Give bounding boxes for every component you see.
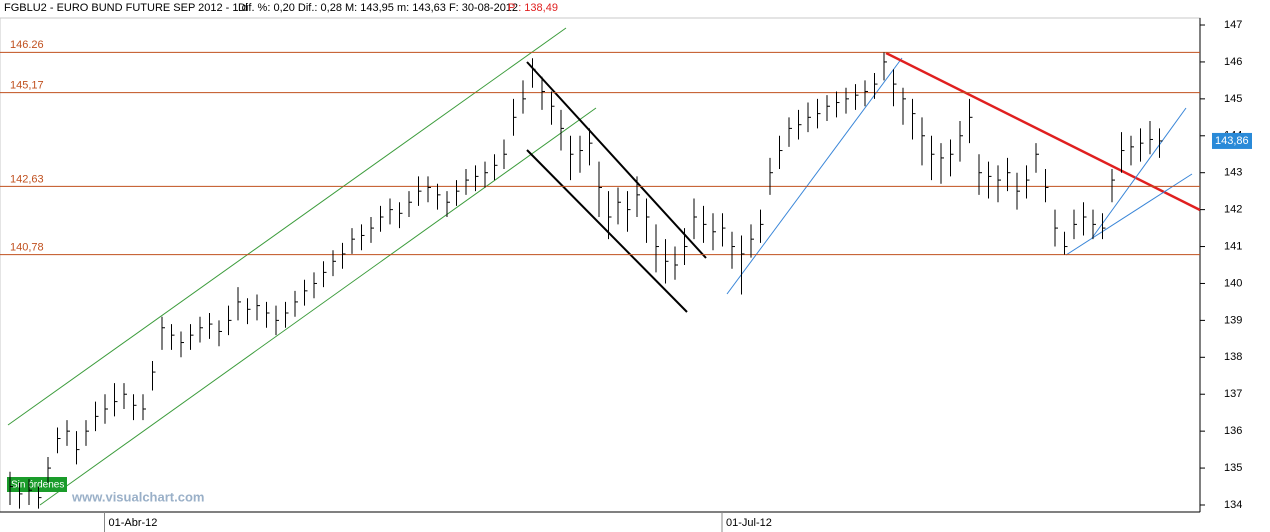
channel-line <box>526 149 688 313</box>
trend-line <box>1065 173 1193 256</box>
y-tick-label: 138 <box>1224 351 1242 363</box>
trend-line <box>885 51 1201 212</box>
plot-area <box>0 17 1201 513</box>
header-price: P : 138,49 <box>508 2 558 14</box>
last-price-box <box>1212 132 1252 149</box>
y-tick-label: 137 <box>1224 388 1242 400</box>
header-symbol: FGBLU2 - EURO BUND FUTURE SEP 2012 - 1 d <box>4 2 248 14</box>
y-tick-label: 139 <box>1224 314 1242 326</box>
level-label: 145,17 <box>10 79 44 91</box>
trend-lines <box>7 27 1201 506</box>
y-tick-label: 134 <box>1224 499 1242 511</box>
y-tick-label: 147 <box>1224 19 1242 31</box>
level-label: 142,63 <box>10 173 44 185</box>
trend-line <box>1091 107 1187 239</box>
status-text: Sin órdenes <box>11 480 64 491</box>
x-tick-label: 01-Jul-12 <box>726 517 772 529</box>
y-tick-label: 135 <box>1224 462 1242 474</box>
y-tick-label: 136 <box>1224 425 1242 437</box>
last-price-label: 143,86 <box>1215 135 1249 147</box>
y-tick-label: 142 <box>1224 204 1242 216</box>
watermark: www.visualchart.com <box>71 489 204 504</box>
x-tick-label: 01-Abr-12 <box>109 517 158 529</box>
level-label: 140,78 <box>10 242 44 254</box>
y-tick-label: 146 <box>1224 56 1242 68</box>
channel-line <box>7 27 567 426</box>
channel-line <box>39 107 597 506</box>
y-tick-label: 143 <box>1224 167 1242 179</box>
channel-line <box>526 61 707 259</box>
y-tick-label: 145 <box>1224 93 1242 105</box>
level-label: 146.26 <box>10 39 44 51</box>
y-tick-label: 141 <box>1224 240 1242 252</box>
y-tick-label: 140 <box>1224 277 1242 289</box>
header: FGBLU2 - EURO BUND FUTURE SEP 2012 - 1 d… <box>4 2 558 14</box>
header-stats: Dif. %: 0,20 Dif.: 0,28 M: 143,95 m: 143… <box>238 2 518 14</box>
status-box <box>7 477 67 492</box>
